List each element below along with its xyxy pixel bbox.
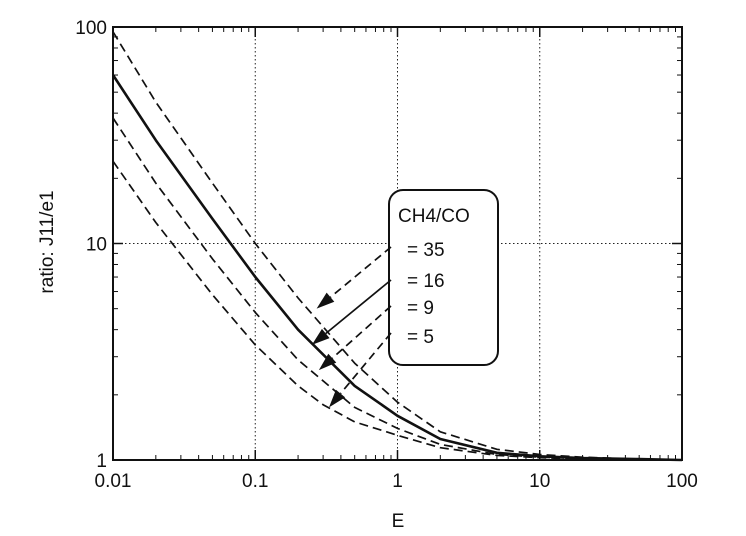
- y-tick-label: 100: [75, 18, 107, 39]
- legend: CH4/CO = 35 = 16 = 9 = 5: [388, 189, 499, 366]
- annotation-arrow-line-3: [331, 305, 392, 359]
- legend-item-16: = 16: [407, 271, 445, 292]
- x-tick-label: 100: [666, 471, 698, 492]
- legend-title: CH4/CO: [398, 206, 470, 227]
- legend-box: [388, 189, 499, 366]
- legend-item-9: = 9: [407, 298, 434, 319]
- series-line-4: [112, 160, 683, 461]
- annotation-arrow-line-1: [329, 246, 392, 298]
- y-axis-label: ratio: J11/e1: [37, 190, 58, 293]
- y-tick-label: 1: [96, 451, 107, 472]
- y-tick-label: 10: [86, 235, 107, 256]
- annotation-arrow-line-4: [339, 332, 392, 395]
- series-line-3: [112, 117, 683, 461]
- x-tick-label: 1: [392, 471, 403, 492]
- ticks: 0.01 0.1 1 10 100 1 10 100: [75, 18, 698, 492]
- x-axis-label: E: [392, 511, 405, 532]
- legend-item-35: = 35: [407, 240, 445, 261]
- annotation-arrow-head-4: [329, 389, 346, 408]
- annotation-arrow-head-1: [316, 292, 335, 309]
- annotation-arrow-head-3: [318, 353, 337, 371]
- x-tick-label: 0.01: [95, 471, 132, 492]
- legend-item-5: = 5: [407, 327, 434, 348]
- x-tick-label: 10: [529, 471, 550, 492]
- annotation-arrow-line-2: [325, 279, 392, 335]
- annotation-arrow-head-2: [311, 328, 330, 345]
- annotation-arrows: [311, 246, 392, 408]
- x-tick-label: 0.1: [242, 471, 268, 492]
